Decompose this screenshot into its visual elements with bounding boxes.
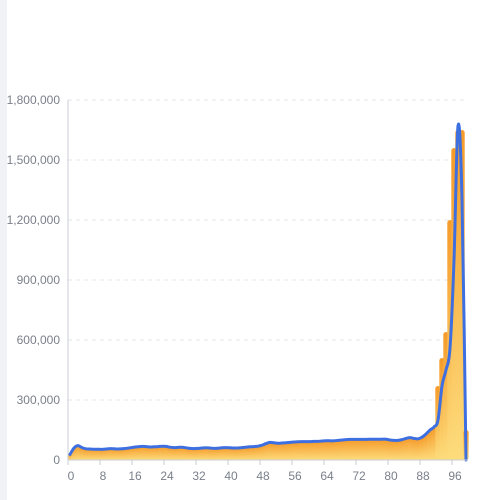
y-tick-label: 1,500,000 <box>7 153 61 167</box>
y-tick-label: 1,200,000 <box>7 213 61 227</box>
x-tick-label: 72 <box>352 469 366 483</box>
series-line <box>68 122 468 462</box>
x-tick-label: 96 <box>448 469 462 483</box>
x-tick-label: 40 <box>224 469 238 483</box>
x-tick-label: 80 <box>384 469 398 483</box>
y-tick-label: 0 <box>53 453 60 467</box>
bar-series <box>67 130 469 460</box>
x-tick-label: 32 <box>192 469 206 483</box>
y-tick-label: 300,000 <box>17 393 61 407</box>
x-tick-label: 24 <box>160 469 174 483</box>
y-tick-label: 1,800,000 <box>7 93 61 107</box>
x-tick-label: 88 <box>416 469 430 483</box>
grid-lines <box>68 99 468 401</box>
x-tick-labels: 0 8 16 24 32 40 48 56 64 72 80 88 96 <box>68 469 462 483</box>
x-tick-label: 64 <box>320 469 334 483</box>
x-tick-label: 8 <box>100 469 107 483</box>
left-panel-edge <box>0 0 7 500</box>
x-tick-label: 0 <box>68 469 75 483</box>
x-tick-label: 56 <box>288 469 302 483</box>
x-tick-label: 16 <box>128 469 142 483</box>
line-series <box>68 122 468 462</box>
y-tick-label: 900,000 <box>17 273 61 287</box>
x-tick-label: 48 <box>256 469 270 483</box>
y-tick-label: 600,000 <box>17 333 61 347</box>
axes <box>67 100 468 465</box>
y-tick-labels: 0 300,000 600,000 900,000 1,200,000 1,500,000… <box>7 93 61 467</box>
